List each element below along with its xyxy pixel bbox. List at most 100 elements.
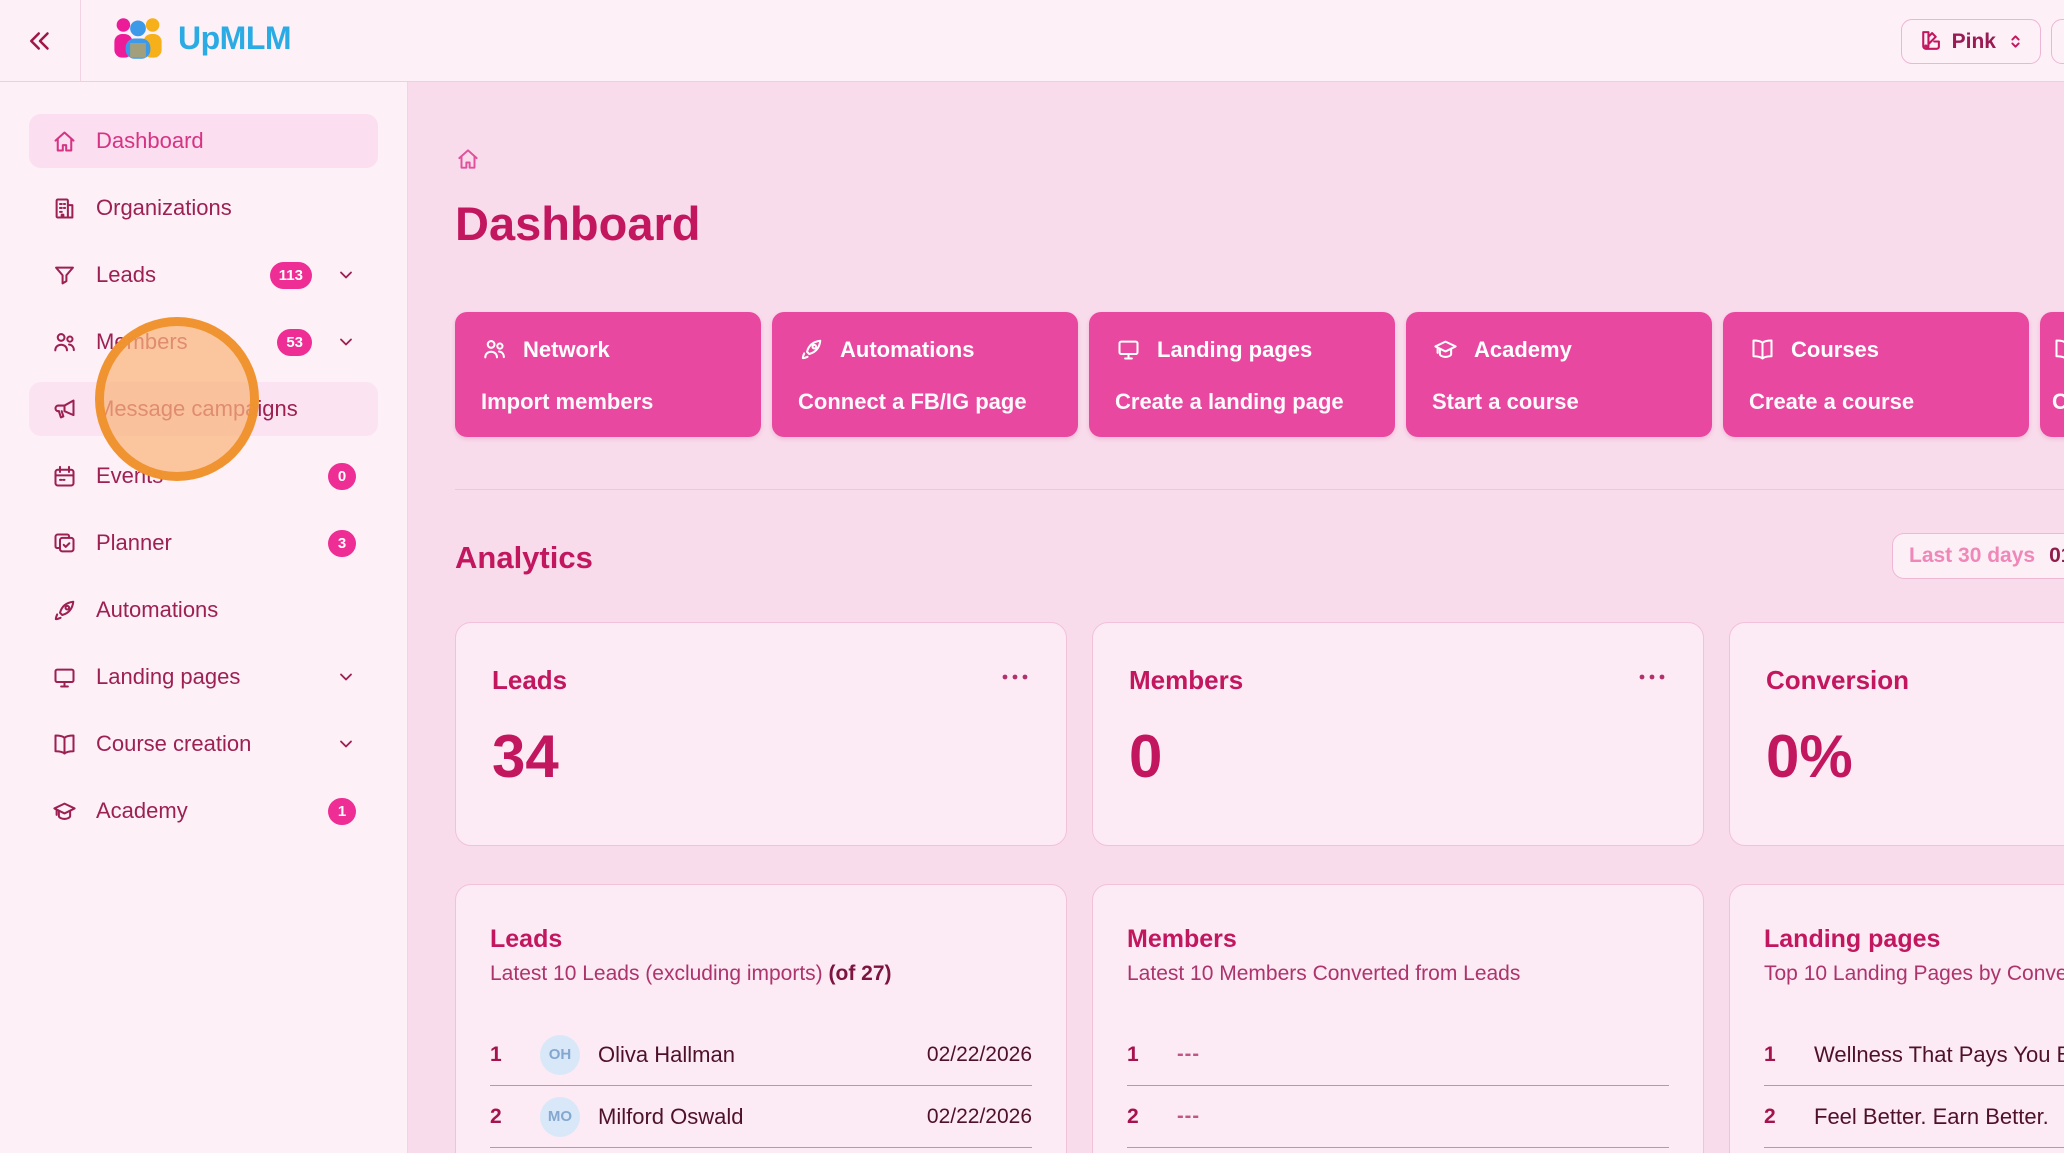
quick-action-subtitle: Import members bbox=[481, 389, 654, 414]
section-divider bbox=[455, 489, 2064, 490]
list-card-landing-pages: Landing pages Top 10 Landing Pages by Co… bbox=[1729, 884, 2064, 1153]
sidebar-item-members[interactable]: Members 53 bbox=[29, 315, 378, 369]
list-item[interactable]: 2 --- bbox=[1127, 1086, 1669, 1148]
monitor-icon bbox=[51, 664, 78, 691]
sidebar-item-label: Automations bbox=[96, 597, 219, 622]
sidebar-item-automations[interactable]: Automations bbox=[29, 583, 378, 637]
list-item[interactable]: 1 --- bbox=[1127, 1024, 1669, 1086]
landing-page-name: Wellness That Pays You Back bbox=[1814, 1041, 2064, 1067]
topbar: UpMLM Pink bbox=[0, 0, 2064, 82]
ellipsis-menu-icon[interactable] bbox=[998, 667, 1032, 687]
stat-card-value: 34 bbox=[492, 723, 559, 790]
planner-icon bbox=[51, 530, 78, 557]
list-item[interactable]: 1 Wellness That Pays You Back bbox=[1764, 1024, 2064, 1086]
sidebar-item-dashboard[interactable]: Dashboard bbox=[29, 114, 378, 168]
members-list: 1 --- 2 --- bbox=[1127, 1024, 1669, 1148]
quick-action-courses[interactable]: Courses Create a course bbox=[1723, 312, 2029, 437]
avatar: OH bbox=[540, 1034, 580, 1075]
sidebar-item-course-creation[interactable]: Course creation bbox=[29, 717, 378, 771]
quick-action-landing-pages[interactable]: Landing pages Create a landing page bbox=[1089, 312, 1395, 437]
graduation-cap-icon bbox=[1432, 336, 1459, 363]
row-index: 1 bbox=[1127, 1042, 1139, 1066]
date-range-selector[interactable]: Last 30 days 01/2 bbox=[1892, 533, 2064, 579]
quick-action-partial[interactable]: C bbox=[2040, 312, 2064, 437]
chevron-down-icon[interactable] bbox=[336, 265, 356, 285]
stat-cards-row: Leads 34 Members 0 Conversion 0% bbox=[455, 622, 2064, 846]
sidebar: Dashboard Organizations Leads 113 Member… bbox=[0, 82, 408, 1153]
list-item[interactable]: 1 OH Oliva Hallman 02/22/2026 bbox=[490, 1024, 1032, 1086]
sidebar-collapse-button[interactable] bbox=[0, 0, 81, 81]
quick-action-academy[interactable]: Academy Start a course bbox=[1406, 312, 1712, 437]
sidebar-item-message-campaigns[interactable]: Message campaigns bbox=[29, 382, 378, 436]
list-item[interactable]: 2 Feel Better. Earn Better. bbox=[1764, 1086, 2064, 1148]
theme-selector-label: Pink bbox=[1951, 29, 1996, 53]
sidebar-item-label: Organizations bbox=[96, 195, 232, 220]
list-card-subtitle-text: Top 10 Landing Pages by Conversion bbox=[1764, 962, 2064, 985]
building-icon bbox=[51, 195, 78, 222]
chevron-down-icon[interactable] bbox=[336, 667, 356, 687]
theme-selector-button[interactable]: Pink bbox=[1900, 19, 2041, 64]
empty-value: --- bbox=[1177, 1043, 1200, 1065]
sidebar-item-events[interactable]: Events 0 bbox=[29, 449, 378, 503]
row-index: 2 bbox=[490, 1104, 502, 1128]
quick-action-title: Courses bbox=[1791, 336, 1880, 362]
quick-action-title: Academy bbox=[1474, 336, 1572, 362]
events-count-badge: 0 bbox=[328, 462, 356, 490]
upmlm-logo-icon bbox=[110, 16, 166, 61]
analytics-section-title: Analytics bbox=[455, 540, 593, 575]
sidebar-item-organizations[interactable]: Organizations bbox=[29, 181, 378, 235]
list-card-leads: Leads Latest 10 Leads (excluding imports… bbox=[455, 884, 1067, 1153]
row-index: 2 bbox=[1764, 1104, 1776, 1128]
page-title: Dashboard bbox=[455, 197, 701, 250]
graduation-cap-icon bbox=[51, 798, 78, 825]
list-card-title: Leads bbox=[490, 925, 563, 953]
lead-name: Milford Oswald bbox=[598, 1103, 744, 1129]
chevron-up-down-icon bbox=[2006, 32, 2025, 51]
lead-date: 02/22/2026 bbox=[926, 1104, 1032, 1128]
leads-count-badge: 113 bbox=[269, 261, 312, 289]
quick-action-title: Automations bbox=[840, 336, 975, 362]
stat-card-title: Conversion bbox=[1766, 665, 1910, 695]
ellipsis-menu-icon[interactable] bbox=[1635, 667, 1669, 687]
analytics-header: Analytics Last 30 days 01/2 bbox=[455, 533, 2064, 580]
sidebar-item-leads[interactable]: Leads 113 bbox=[29, 248, 378, 302]
chevron-down-icon[interactable] bbox=[336, 734, 356, 754]
quick-actions-row: Network Import members Automations Conne… bbox=[455, 312, 2064, 437]
double-chevron-left-icon bbox=[25, 26, 55, 56]
list-card-members: Members Latest 10 Members Converted from… bbox=[1092, 884, 1704, 1153]
sidebar-item-academy[interactable]: Academy 1 bbox=[29, 784, 378, 838]
quick-action-title: Network bbox=[523, 336, 610, 362]
sidebar-item-label: Members bbox=[96, 329, 188, 354]
sidebar-item-planner[interactable]: Planner 3 bbox=[29, 516, 378, 570]
color-swatch-icon bbox=[1917, 29, 1942, 54]
stat-card-value: 0 bbox=[1129, 723, 1163, 790]
stat-card-title: Leads bbox=[492, 665, 568, 695]
list-item[interactable]: 2 MO Milford Oswald 02/22/2026 bbox=[490, 1086, 1032, 1148]
chevron-down-icon[interactable] bbox=[336, 332, 356, 352]
list-card-subtitle: Latest 10 Leads (excluding imports) (of … bbox=[490, 962, 1032, 986]
home-icon bbox=[51, 128, 78, 155]
people-icon bbox=[481, 336, 508, 363]
breadcrumb-home-icon[interactable] bbox=[455, 146, 481, 172]
sidebar-item-label: Academy bbox=[96, 798, 188, 823]
megaphone-icon bbox=[51, 396, 78, 423]
avatar: MO bbox=[540, 1096, 580, 1137]
list-card-subtitle: Latest 10 Members Converted from Leads bbox=[1127, 962, 1669, 986]
brand[interactable]: UpMLM bbox=[110, 16, 292, 61]
quick-action-network[interactable]: Network Import members bbox=[455, 312, 761, 437]
empty-value: --- bbox=[1177, 1105, 1200, 1127]
planner-count-badge: 3 bbox=[328, 529, 356, 557]
quick-action-automations[interactable]: Automations Connect a FB/IG page bbox=[772, 312, 1078, 437]
topbar-partial-button[interactable] bbox=[2051, 19, 2064, 64]
quick-action-subtitle: Start a course bbox=[1432, 389, 1579, 414]
list-card-subtitle: Top 10 Landing Pages by Conversion bbox=[1764, 962, 2064, 986]
monitor-icon bbox=[1115, 336, 1142, 363]
sidebar-item-landing-pages[interactable]: Landing pages bbox=[29, 650, 378, 704]
date-range-label: Last 30 days bbox=[1909, 544, 2036, 567]
sidebar-item-label: Planner bbox=[96, 530, 172, 555]
quick-action-title: Landing pages bbox=[1157, 336, 1313, 362]
members-count-badge: 53 bbox=[277, 328, 312, 356]
academy-count-badge: 1 bbox=[328, 797, 356, 825]
list-cards-row: Leads Latest 10 Leads (excluding imports… bbox=[455, 884, 2064, 1153]
list-card-subtitle-text: Latest 10 Members Converted from Leads bbox=[1127, 962, 1521, 985]
